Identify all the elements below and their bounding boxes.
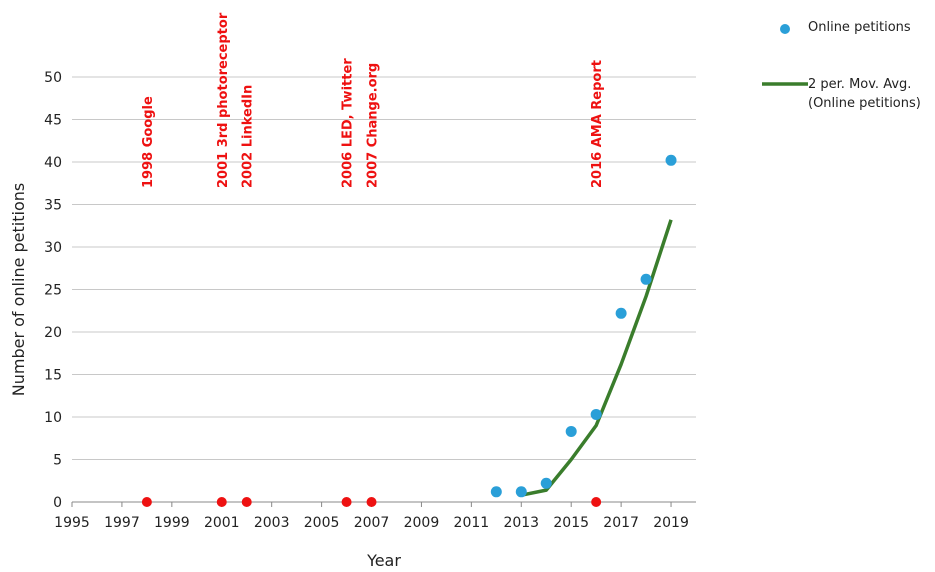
data-point xyxy=(665,154,677,166)
x-tick-label: 2017 xyxy=(603,515,639,531)
y-tick-label: 25 xyxy=(44,283,62,299)
x-axis-title: Year xyxy=(366,551,401,570)
y-tick-label: 20 xyxy=(44,325,62,341)
event-marker xyxy=(341,497,352,507)
data-point xyxy=(565,425,577,437)
x-tick-label: 2005 xyxy=(304,515,340,531)
y-tick-label: 50 xyxy=(44,70,62,86)
data-point xyxy=(640,273,652,285)
event-marker xyxy=(241,497,252,507)
data-point xyxy=(490,486,502,498)
data-point xyxy=(590,408,602,420)
y-axis-title: Number of online petitions xyxy=(9,183,28,396)
x-tick-label: 2007 xyxy=(354,515,390,531)
event-label: 2002 LinkedIn xyxy=(241,85,256,188)
axes: Number of online petitions Year 0 5 10 15 20… xyxy=(9,70,696,570)
x-tick-label: 2003 xyxy=(254,515,290,531)
data-point xyxy=(615,307,627,319)
data-point xyxy=(515,486,527,498)
event-marker xyxy=(216,497,227,507)
y-tick-label: 40 xyxy=(44,155,62,171)
y-tick-label: 10 xyxy=(44,410,62,426)
event-label: 1998 Google xyxy=(141,96,156,188)
event-label: 2016 AMA Report xyxy=(590,60,605,188)
y-tick-label: 0 xyxy=(53,495,62,511)
series xyxy=(490,154,677,498)
legend-marker-online-petitions xyxy=(780,24,790,34)
legend-label-moving-average-line2: (Online petitions) xyxy=(808,96,921,111)
event-label: 2001 3rd photoreceptor xyxy=(216,12,231,188)
moving-average-line xyxy=(520,219,673,497)
x-tick-label: 2019 xyxy=(653,515,689,531)
y-tick-label: 5 xyxy=(53,453,62,469)
x-tick-label: 1997 xyxy=(104,515,140,531)
x-tick-label: 2011 xyxy=(454,515,490,531)
legend-label-moving-average: 2 per. Mov. Avg. xyxy=(808,77,911,92)
y-tick-label: 35 xyxy=(44,198,62,214)
x-tick-label: 2001 xyxy=(204,515,240,531)
event-marker xyxy=(366,497,377,507)
legend: Online petitions 2 per. Mov. Avg. (Onlin… xyxy=(762,20,921,111)
y-tick-label: 45 xyxy=(44,113,62,129)
event-marker xyxy=(591,497,602,507)
grid xyxy=(72,76,696,460)
event-label: 2006 LED, Twitter xyxy=(341,58,356,188)
x-tick-label: 1999 xyxy=(154,515,190,531)
x-tick-label: 2009 xyxy=(404,515,440,531)
x-tick-label: 2013 xyxy=(503,515,539,531)
event-marker xyxy=(141,497,152,507)
y-tick-label: 30 xyxy=(44,240,62,256)
x-tick-label: 1995 xyxy=(54,515,90,531)
event-markers: 1998 Google 2001 3rd photoreceptor 2002 Li… xyxy=(141,12,605,507)
event-label: 2007 Change.org xyxy=(366,63,381,188)
data-point xyxy=(540,477,552,489)
legend-label-online-petitions: Online petitions xyxy=(808,20,911,35)
x-tick-label: 2015 xyxy=(553,515,589,531)
y-tick-label: 15 xyxy=(44,368,62,384)
